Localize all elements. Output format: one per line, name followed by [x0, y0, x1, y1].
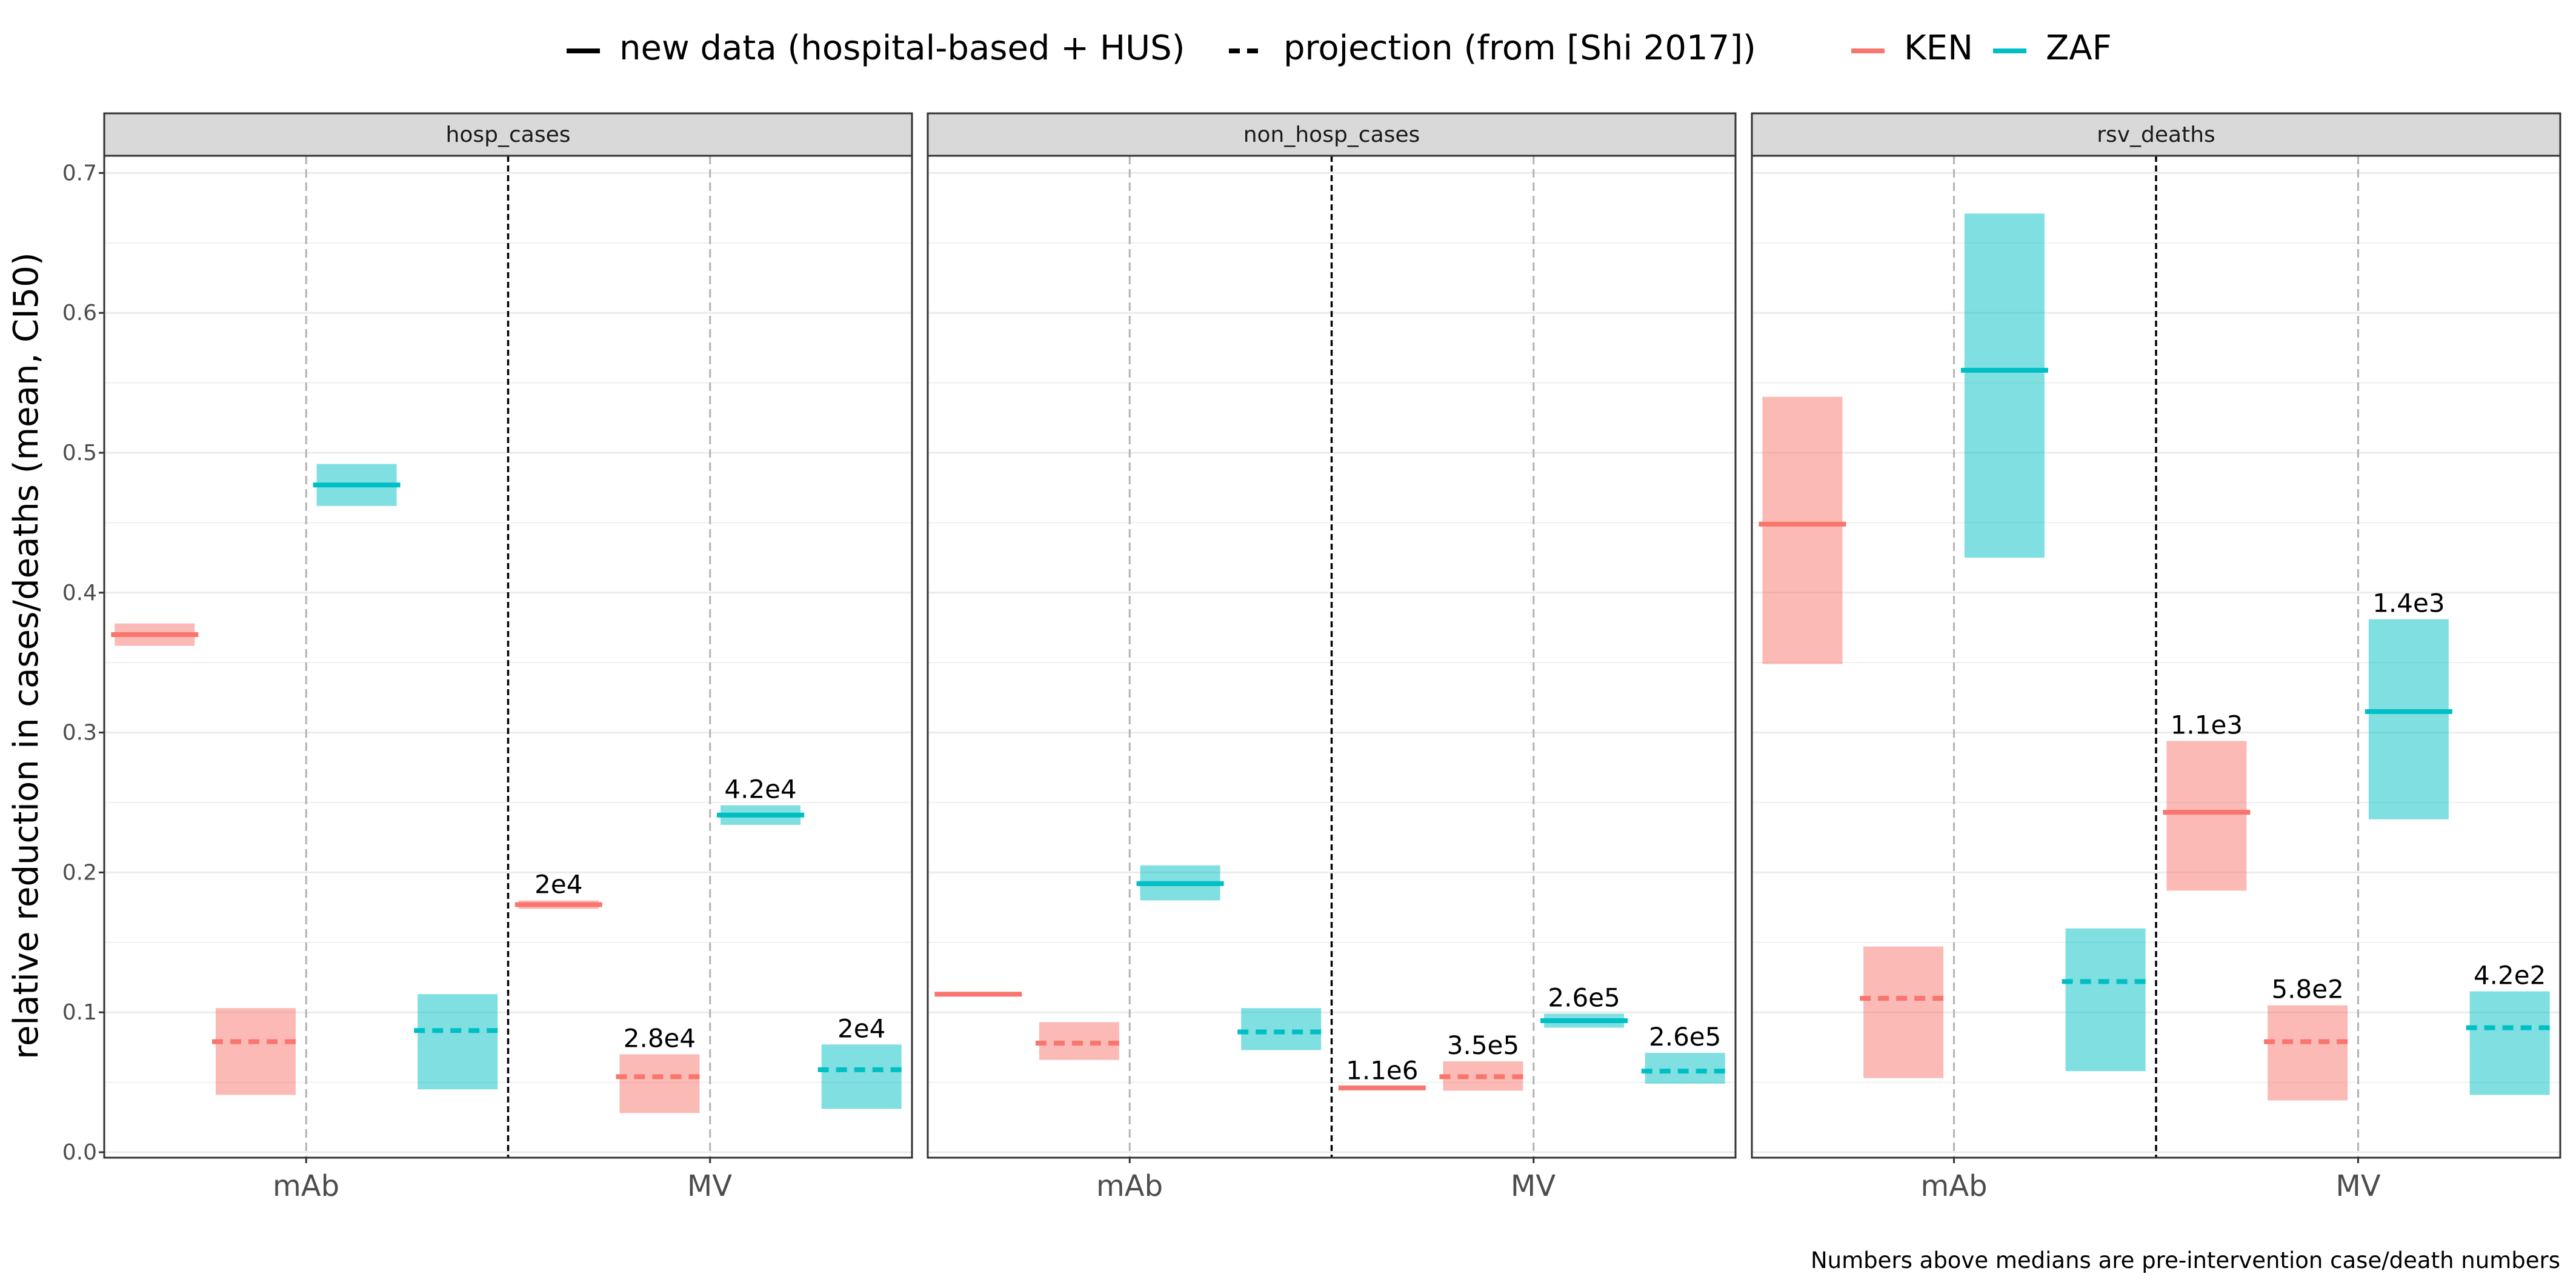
ci50-box-mab-ken-projection [215, 1008, 296, 1095]
panel-title: rsv_deaths [2097, 122, 2215, 147]
baseline-count-label-mv-zaf-projection: 2e4 [837, 1013, 885, 1043]
ci50-box-mv-ken-projection [2268, 1005, 2348, 1101]
ci50-box-mab-zaf-projection [2065, 928, 2146, 1072]
legend-zaf-label: ZAF [2046, 28, 2112, 68]
ci50-box-mv-zaf-projection [2469, 991, 2550, 1095]
panel-plot-area: 1.1e3 5.8e2 1.4e3 4.2e2 [1751, 155, 2561, 1163]
ci50-box-mv-ken-new [2166, 741, 2247, 891]
ci50-box-mv-zaf-projection [821, 1044, 902, 1109]
ci50-box-mv-zaf-new [2368, 619, 2449, 819]
x-tick-label-mv: MV [687, 1169, 732, 1203]
panel-strip [103, 112, 913, 157]
y-tick-label: 0.0 [62, 1140, 97, 1165]
y-axis-title: relative reduction in cases/deaths (mean… [7, 252, 46, 1059]
baseline-count-label-mv-zaf-projection: 4.2e2 [2474, 961, 2546, 990]
x-tick-label-mab: mAb [1920, 1169, 1987, 1203]
baseline-count-label-mv-ken-new: 1.1e6 [1346, 1056, 1418, 1086]
panel-border [103, 155, 913, 1159]
panel-border [1751, 155, 2561, 1159]
y-tick-label: 0.1 [62, 1000, 97, 1025]
baseline-count-label-mv-ken-projection: 2.8e4 [624, 1023, 696, 1053]
panel-border [927, 155, 1737, 1159]
y-tick-label: 0.7 [62, 161, 97, 185]
panel-rsv-deaths: rsv_deaths 1.1e3 5.8e2 1.4e3 4.2e2 mAb MV [1751, 112, 2561, 1203]
y-tick-label: 0.3 [62, 721, 97, 746]
baseline-count-label-mv-zaf-new: 4.2e4 [724, 775, 796, 804]
baseline-count-label-mv-ken-new: 2e4 [534, 870, 582, 899]
ci50-box-mv-ken-projection [619, 1054, 700, 1113]
panel-title: non_hosp_cases [1243, 122, 1420, 147]
ci50-box-mab-ken-new [1762, 396, 1843, 664]
panel-plot-area: 1.1e6 3.5e5 2.6e5 2.6e5 [927, 155, 1737, 1163]
baseline-count-label-mv-ken-projection: 3.5e5 [1447, 1030, 1519, 1060]
x-tick-label-mv: MV [1511, 1169, 1556, 1203]
baseline-count-label-mv-ken-projection: 5.8e2 [2271, 975, 2343, 1004]
baseline-count-label-mv-ken-new: 1.1e3 [2171, 710, 2243, 739]
panel-plot-area: 2e4 2.8e4 4.2e4 2e4 [103, 155, 913, 1163]
ci50-box-mab-zaf-projection [418, 994, 498, 1090]
legend-ken-label: KEN [1904, 28, 1973, 68]
x-tick-label-mab: mAb [273, 1169, 339, 1203]
baseline-count-label-mv-zaf-projection: 2.6e5 [1649, 1022, 1721, 1052]
panel-hosp-cases: hosp_cases 2e4 2.8e4 4.2e4 2e4 mAb MV [103, 112, 913, 1203]
y-tick-label: 0.4 [62, 581, 97, 606]
panel-strip [1751, 112, 2561, 157]
y-tick-label: 0.5 [62, 441, 97, 465]
legend-dashed-label: projection (from [Shi 2017]) [1283, 28, 1756, 68]
legend: new data (hospital-based + HUS) projecti… [567, 28, 2112, 68]
x-tick-label-mv: MV [2335, 1169, 2380, 1203]
y-tick-label: 0.2 [62, 860, 97, 885]
caption: Numbers above medians are pre-interventi… [1811, 1247, 2560, 1273]
y-tick-label: 0.6 [62, 301, 97, 325]
baseline-count-label-mv-zaf-new: 1.4e3 [2372, 589, 2445, 618]
ci50-box-mab-ken-projection [1863, 946, 1944, 1078]
x-tick-label-mab: mAb [1096, 1169, 1163, 1203]
panel-title: hosp_cases [446, 122, 571, 147]
legend-solid-label: new data (hospital-based + HUS) [619, 28, 1185, 68]
ci50-box-mv-zaf-projection [1645, 1053, 1725, 1084]
ci50-box-mab-zaf-projection [1241, 1008, 1322, 1050]
baseline-count-label-mv-zaf-new: 2.6e5 [1548, 983, 1620, 1013]
ci50-box-mab-zaf-new [1964, 213, 2045, 558]
y-axis: 0.0 0.1 0.2 0.3 0.4 0.5 0.6 0.7 [62, 161, 104, 1165]
